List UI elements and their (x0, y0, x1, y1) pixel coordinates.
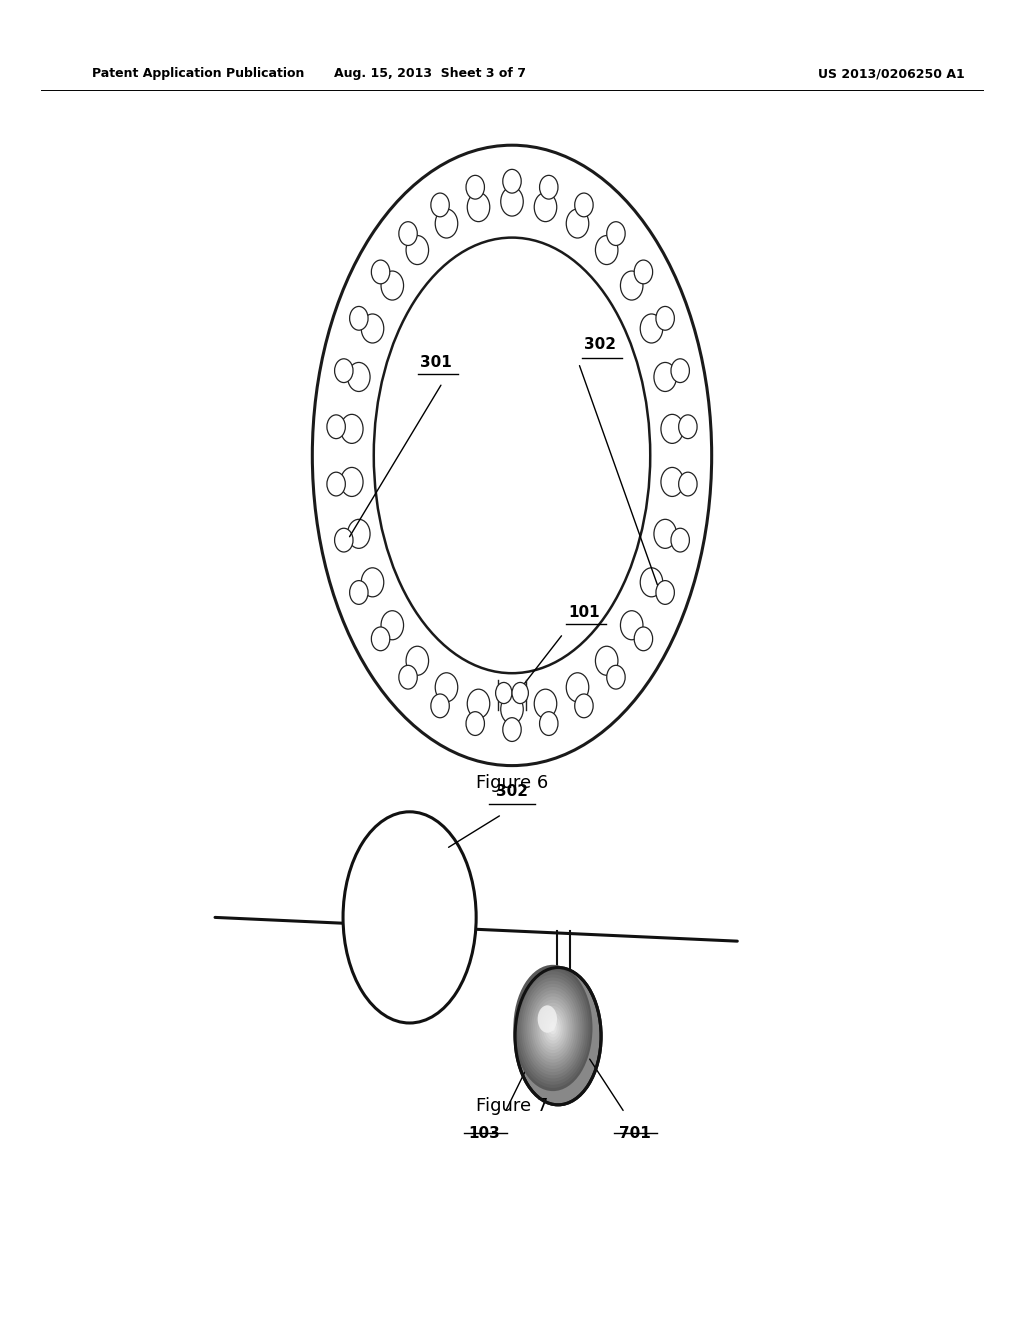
Circle shape (398, 222, 417, 246)
Text: Aug. 15, 2013  Sheet 3 of 7: Aug. 15, 2013 Sheet 3 of 7 (334, 67, 526, 81)
Ellipse shape (525, 983, 581, 1072)
Ellipse shape (545, 1015, 561, 1040)
Ellipse shape (536, 999, 570, 1056)
Circle shape (381, 271, 403, 300)
Circle shape (335, 359, 353, 383)
Ellipse shape (523, 981, 583, 1076)
Circle shape (540, 176, 558, 199)
Circle shape (640, 314, 663, 343)
Circle shape (347, 363, 370, 392)
Circle shape (407, 647, 429, 676)
Circle shape (660, 467, 683, 496)
Circle shape (540, 711, 558, 735)
Circle shape (607, 222, 626, 246)
Ellipse shape (539, 1006, 566, 1051)
Circle shape (381, 611, 403, 640)
Ellipse shape (531, 993, 574, 1063)
Circle shape (512, 682, 528, 704)
Circle shape (640, 568, 663, 597)
Circle shape (435, 209, 458, 238)
Circle shape (467, 689, 489, 718)
Circle shape (466, 176, 484, 199)
Circle shape (671, 528, 689, 552)
Circle shape (501, 694, 523, 723)
Circle shape (574, 193, 593, 216)
Circle shape (535, 193, 557, 222)
Circle shape (407, 235, 429, 264)
Text: US 2013/0206250 A1: US 2013/0206250 A1 (817, 67, 965, 81)
Circle shape (595, 235, 617, 264)
Circle shape (566, 673, 589, 702)
Text: Patent Application Publication: Patent Application Publication (92, 67, 304, 81)
Circle shape (660, 414, 683, 444)
Circle shape (535, 689, 557, 718)
Circle shape (327, 473, 345, 496)
Circle shape (398, 665, 417, 689)
Text: 302: 302 (496, 784, 528, 799)
Circle shape (621, 271, 643, 300)
Circle shape (431, 193, 450, 216)
Circle shape (347, 519, 370, 548)
Ellipse shape (517, 972, 589, 1085)
Circle shape (566, 209, 589, 238)
Ellipse shape (521, 977, 585, 1078)
Ellipse shape (534, 997, 572, 1060)
Circle shape (503, 718, 521, 742)
Circle shape (656, 306, 675, 330)
Circle shape (372, 627, 390, 651)
Ellipse shape (343, 812, 476, 1023)
Circle shape (496, 682, 512, 704)
Ellipse shape (513, 965, 593, 1092)
Ellipse shape (541, 1008, 565, 1047)
Circle shape (435, 673, 458, 702)
Circle shape (349, 581, 368, 605)
Ellipse shape (547, 1019, 559, 1038)
Circle shape (335, 528, 353, 552)
Circle shape (466, 711, 484, 735)
Circle shape (679, 473, 697, 496)
Circle shape (501, 187, 523, 216)
Circle shape (341, 414, 364, 444)
Text: 101: 101 (568, 606, 600, 620)
Ellipse shape (549, 1022, 557, 1035)
Ellipse shape (538, 1003, 568, 1053)
Circle shape (607, 665, 626, 689)
Circle shape (361, 568, 384, 597)
Circle shape (621, 611, 643, 640)
Circle shape (372, 260, 390, 284)
Circle shape (654, 363, 677, 392)
Text: Figure 7: Figure 7 (476, 1097, 548, 1115)
Circle shape (349, 306, 368, 330)
Ellipse shape (527, 987, 579, 1069)
Circle shape (679, 414, 697, 438)
Circle shape (361, 314, 384, 343)
Circle shape (671, 359, 689, 383)
Ellipse shape (515, 968, 591, 1088)
Text: 302: 302 (584, 338, 615, 352)
Circle shape (503, 169, 521, 193)
Circle shape (634, 260, 652, 284)
Ellipse shape (519, 974, 587, 1081)
Circle shape (634, 627, 652, 651)
Circle shape (431, 694, 450, 718)
Circle shape (574, 694, 593, 718)
Ellipse shape (543, 1012, 563, 1044)
Circle shape (327, 414, 345, 438)
Circle shape (656, 581, 675, 605)
Circle shape (595, 647, 617, 676)
Text: 701: 701 (618, 1126, 651, 1140)
Circle shape (341, 467, 364, 496)
Text: 103: 103 (468, 1126, 501, 1140)
Ellipse shape (538, 1006, 557, 1032)
Circle shape (467, 193, 489, 222)
Text: Figure 6: Figure 6 (476, 774, 548, 792)
Text: 301: 301 (420, 355, 452, 370)
Ellipse shape (515, 968, 601, 1105)
Circle shape (654, 519, 677, 548)
Ellipse shape (529, 990, 577, 1065)
Ellipse shape (551, 1024, 555, 1031)
